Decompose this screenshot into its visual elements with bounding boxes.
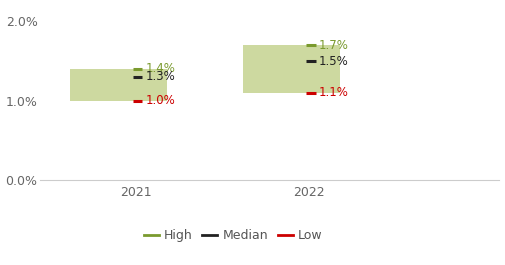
Bar — [243, 45, 340, 93]
Text: 1.7%: 1.7% — [319, 39, 349, 52]
Text: 1.0%: 1.0% — [146, 94, 176, 107]
Bar — [70, 69, 167, 101]
Text: 1.3%: 1.3% — [146, 70, 176, 83]
Text: 1.4%: 1.4% — [146, 63, 176, 76]
Legend: High, Median, Low: High, Median, Low — [139, 224, 328, 247]
Text: 1.5%: 1.5% — [319, 55, 349, 68]
Text: 1.1%: 1.1% — [319, 86, 349, 99]
